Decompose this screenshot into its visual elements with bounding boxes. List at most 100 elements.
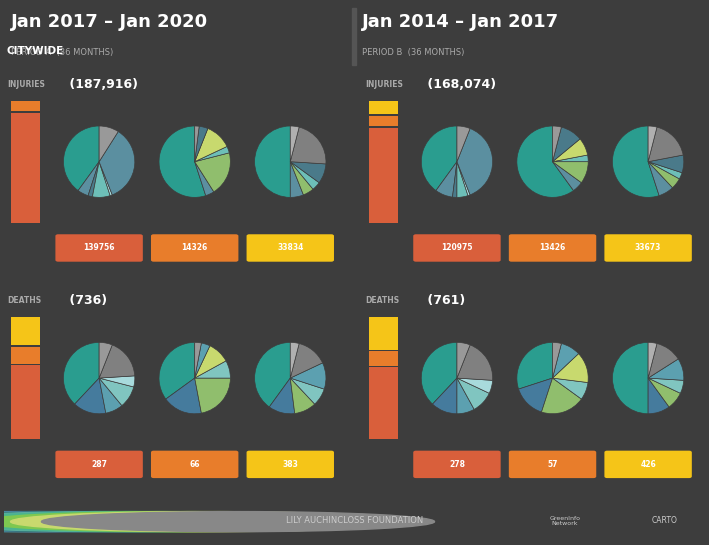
Wedge shape: [99, 342, 112, 378]
Wedge shape: [99, 376, 135, 387]
Wedge shape: [255, 126, 290, 197]
Bar: [352, 8, 356, 64]
Bar: [369, 116, 398, 126]
Circle shape: [0, 512, 218, 532]
Wedge shape: [78, 162, 99, 196]
Wedge shape: [457, 378, 489, 409]
Wedge shape: [552, 127, 580, 162]
FancyBboxPatch shape: [55, 234, 143, 262]
Wedge shape: [99, 162, 112, 196]
Circle shape: [0, 512, 342, 532]
Circle shape: [41, 512, 435, 532]
FancyBboxPatch shape: [509, 234, 596, 262]
Wedge shape: [290, 162, 313, 195]
Wedge shape: [552, 343, 579, 378]
Wedge shape: [542, 378, 581, 414]
Text: 383: 383: [282, 460, 298, 469]
Text: (761): (761): [423, 294, 466, 307]
Wedge shape: [552, 155, 588, 162]
Wedge shape: [421, 126, 457, 191]
Bar: [11, 347, 40, 364]
Bar: [369, 88, 398, 114]
Bar: [369, 128, 398, 223]
Wedge shape: [452, 162, 457, 197]
Wedge shape: [195, 378, 230, 413]
Wedge shape: [648, 126, 657, 162]
Text: (168,074): (168,074): [423, 77, 496, 90]
Wedge shape: [63, 342, 99, 404]
FancyBboxPatch shape: [247, 234, 334, 262]
Circle shape: [11, 512, 403, 532]
Text: INJURIES: INJURIES: [7, 80, 45, 89]
Wedge shape: [552, 342, 562, 378]
FancyBboxPatch shape: [413, 451, 501, 478]
Text: PERIOD A  (36 MONTHS): PERIOD A (36 MONTHS): [11, 47, 113, 57]
Wedge shape: [552, 162, 581, 191]
Text: (187,916): (187,916): [65, 77, 138, 90]
Wedge shape: [74, 378, 106, 414]
FancyBboxPatch shape: [604, 234, 692, 262]
Wedge shape: [648, 378, 681, 407]
Wedge shape: [436, 162, 457, 197]
Text: 33834: 33834: [277, 244, 303, 252]
Text: 120975: 120975: [441, 244, 473, 252]
Wedge shape: [195, 361, 230, 378]
Text: 426: 426: [640, 460, 656, 469]
Wedge shape: [255, 342, 290, 407]
Wedge shape: [99, 126, 118, 162]
Text: DEATHS: DEATHS: [7, 296, 41, 305]
FancyBboxPatch shape: [151, 451, 238, 478]
Wedge shape: [195, 162, 214, 196]
Wedge shape: [457, 342, 470, 378]
Wedge shape: [63, 126, 99, 191]
FancyBboxPatch shape: [55, 451, 143, 478]
Text: 66: 66: [189, 460, 200, 469]
Circle shape: [0, 512, 250, 532]
Wedge shape: [517, 342, 552, 389]
Text: CARTO: CARTO: [652, 517, 677, 525]
Wedge shape: [290, 342, 299, 378]
Wedge shape: [648, 343, 679, 378]
Circle shape: [0, 512, 311, 532]
Text: 278: 278: [449, 460, 465, 469]
Bar: [369, 352, 398, 366]
Wedge shape: [552, 354, 588, 383]
Wedge shape: [648, 378, 683, 393]
Wedge shape: [648, 155, 683, 173]
Wedge shape: [613, 126, 659, 197]
Text: DEATHS: DEATHS: [365, 296, 399, 305]
Text: 57: 57: [547, 460, 558, 469]
Wedge shape: [99, 131, 135, 195]
Wedge shape: [552, 126, 562, 162]
Wedge shape: [552, 139, 588, 162]
Wedge shape: [648, 378, 669, 414]
Text: CITYWIDE: CITYWIDE: [7, 46, 65, 56]
Wedge shape: [648, 162, 682, 179]
Wedge shape: [88, 162, 99, 197]
Text: Jan 2017 – Jan 2020: Jan 2017 – Jan 2020: [11, 13, 208, 31]
Text: Jan 2014 – Jan 2017: Jan 2014 – Jan 2017: [362, 13, 559, 31]
Wedge shape: [290, 162, 303, 197]
Wedge shape: [92, 162, 110, 197]
Wedge shape: [195, 342, 201, 378]
Wedge shape: [457, 378, 474, 414]
Wedge shape: [195, 126, 199, 162]
Wedge shape: [648, 162, 679, 187]
Bar: [11, 113, 40, 223]
Text: LILY AUCHINCLOSS FOUNDATION: LILY AUCHINCLOSS FOUNDATION: [286, 517, 423, 525]
Bar: [11, 246, 40, 345]
Text: INJURIES: INJURIES: [365, 80, 403, 89]
Wedge shape: [290, 162, 319, 189]
Wedge shape: [648, 342, 657, 378]
Wedge shape: [290, 378, 315, 414]
Wedge shape: [99, 378, 122, 413]
Wedge shape: [457, 129, 493, 195]
Text: GreenInfo
Network: GreenInfo Network: [549, 516, 581, 526]
Bar: [11, 365, 40, 439]
Wedge shape: [99, 378, 134, 405]
FancyBboxPatch shape: [151, 234, 238, 262]
Wedge shape: [517, 126, 574, 197]
Wedge shape: [269, 378, 295, 414]
Circle shape: [0, 512, 373, 532]
Wedge shape: [290, 363, 326, 389]
